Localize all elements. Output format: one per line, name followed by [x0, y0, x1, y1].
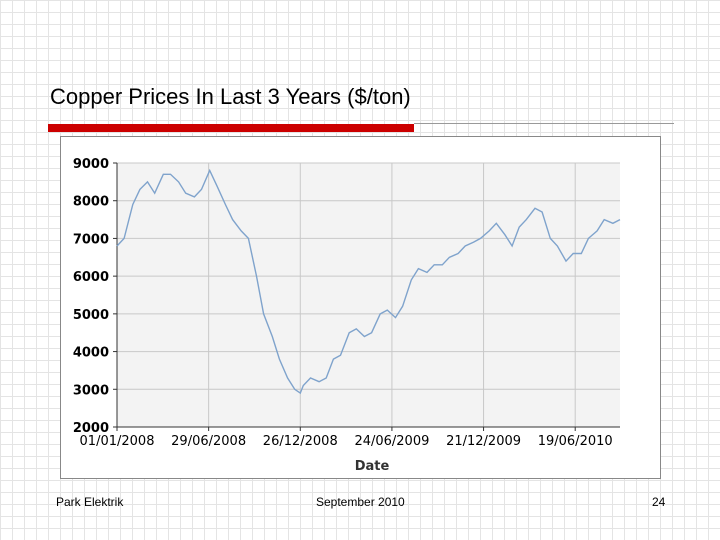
x-tick-label: 26/12/2008	[263, 434, 338, 449]
x-tick-label: 19/06/2010	[538, 434, 613, 449]
chart-frame: 2000 3000 4000 5000 6000 7000 8000 9000 01/01/2…	[60, 136, 661, 479]
y-tick-label: 5000	[73, 308, 109, 323]
page-number: 24	[652, 495, 666, 509]
plot-area	[117, 163, 620, 427]
x-tick-label: 24/06/2009	[354, 434, 429, 449]
y-tick-label: 3000	[73, 383, 109, 398]
x-axis-title: Date	[355, 459, 390, 474]
y-tick-label: 9000	[73, 157, 109, 172]
x-tick-label: 29/06/2008	[171, 434, 246, 449]
grid-lines	[116, 162, 620, 428]
series-line-copper-price	[116, 168, 621, 395]
slide-title: Copper Prices In Last 3 Years ($/ton)	[50, 84, 411, 109]
x-tick-label: 21/12/2009	[446, 434, 521, 449]
y-tick-label: 8000	[73, 195, 109, 210]
footer-date: September 2010	[316, 495, 405, 509]
y-tick-label: 7000	[73, 232, 109, 247]
title-divider-line	[414, 123, 674, 124]
axes	[116, 163, 620, 428]
y-tick-labels: 2000 3000 4000 5000 6000 7000 8000 9000	[73, 157, 117, 436]
footer-company: Park Elektrik	[56, 495, 124, 509]
x-tick-label: 01/01/2008	[80, 434, 155, 449]
title-accent-bar	[48, 124, 414, 132]
y-tick-label: 6000	[73, 270, 109, 285]
y-tick-label: 2000	[73, 421, 109, 436]
x-tick-labels: 01/01/2008 29/06/2008 26/12/2008 24/06/2009…	[80, 427, 613, 449]
copper-price-chart: 2000 3000 4000 5000 6000 7000 8000 9000 01/01/2…	[73, 157, 621, 474]
y-tick-label: 4000	[73, 346, 109, 361]
